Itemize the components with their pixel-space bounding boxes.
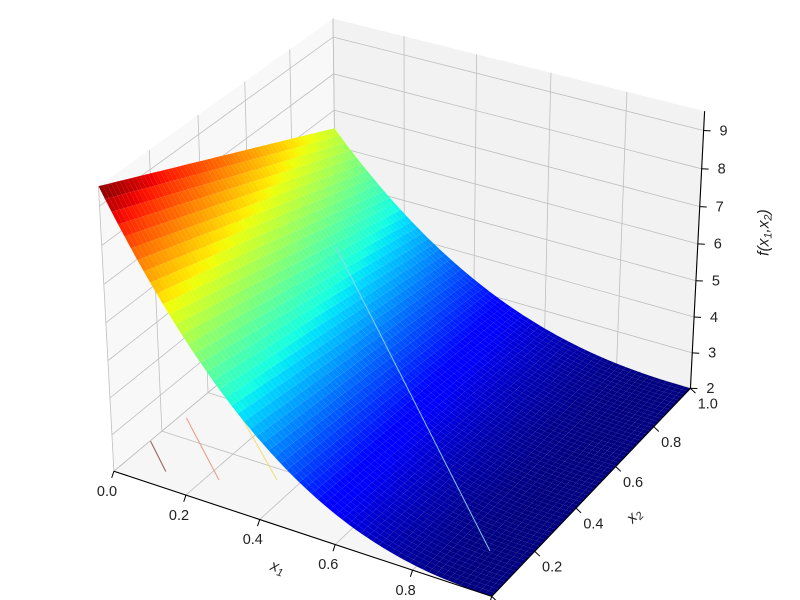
svg-text:4: 4 (710, 310, 718, 326)
svg-text:6: 6 (714, 237, 722, 253)
svg-text:0.8: 0.8 (661, 435, 681, 451)
svg-text:3: 3 (708, 346, 716, 362)
svg-text:0.6: 0.6 (318, 557, 338, 573)
svg-text:0.6: 0.6 (623, 475, 643, 491)
svg-text:1.0: 1.0 (698, 397, 718, 413)
svg-text:0.4: 0.4 (583, 517, 603, 533)
svg-text:7: 7 (716, 199, 724, 215)
svg-text:0.2: 0.2 (542, 560, 562, 576)
svg-text:0.0: 0.0 (97, 484, 117, 500)
svg-text:2: 2 (706, 381, 714, 397)
svg-text:5: 5 (712, 274, 720, 290)
svg-text:0.8: 0.8 (396, 583, 416, 599)
svg-text:8: 8 (718, 162, 726, 178)
svg-text:9: 9 (720, 123, 728, 139)
svg-text:0.2: 0.2 (169, 508, 189, 524)
svg-text:0.4: 0.4 (243, 532, 263, 548)
